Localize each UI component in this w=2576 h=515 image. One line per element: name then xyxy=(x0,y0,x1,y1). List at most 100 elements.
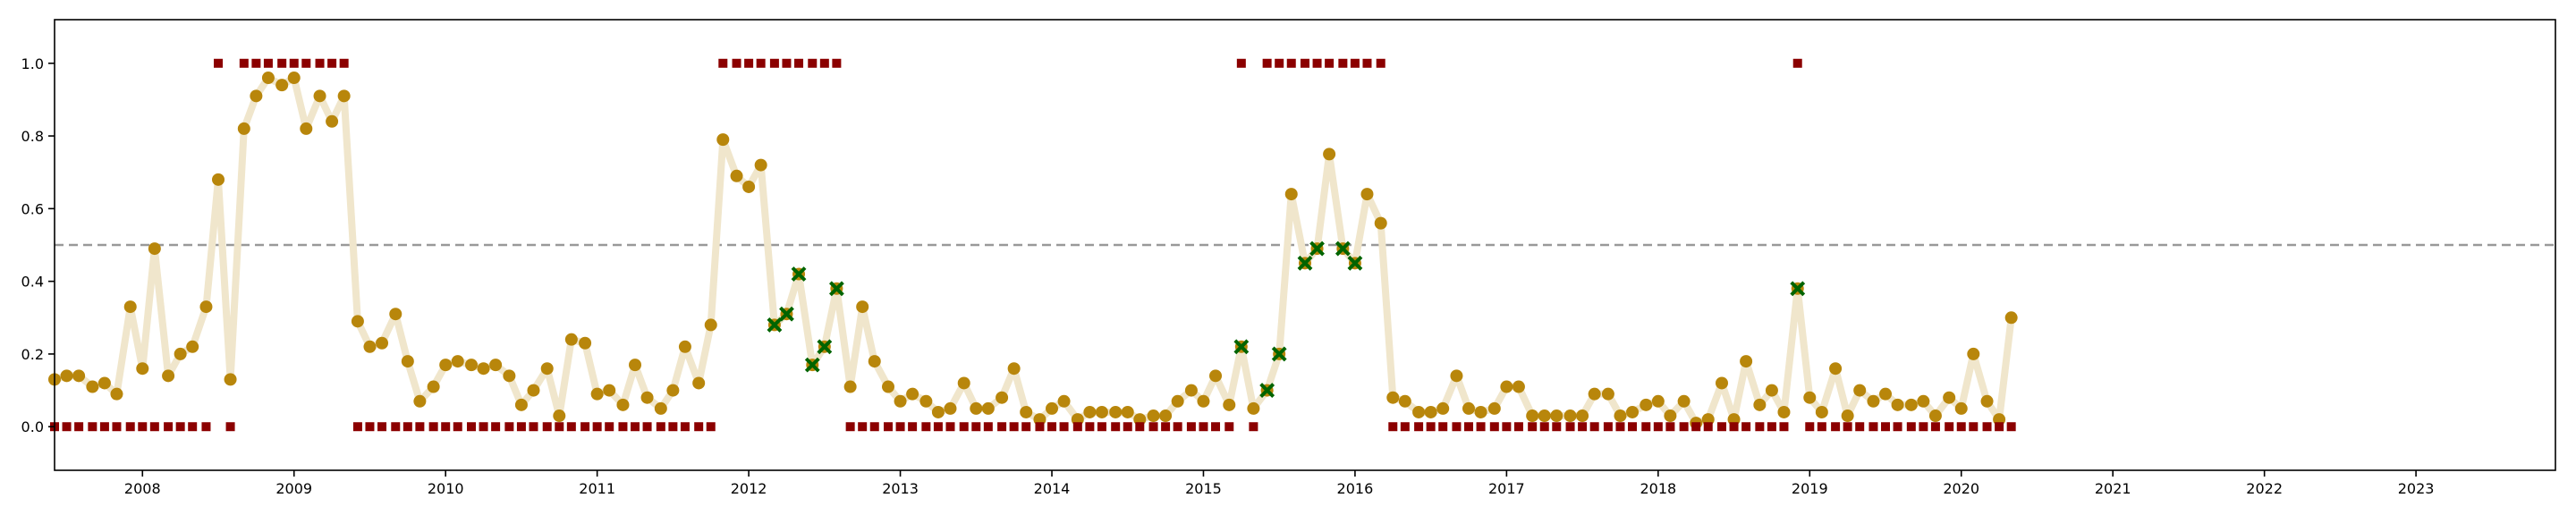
score-point xyxy=(931,405,945,418)
score-point xyxy=(970,401,983,415)
score-point xyxy=(1209,369,1223,383)
label-point xyxy=(2006,422,2016,432)
axes-frame xyxy=(54,19,2556,471)
x-tick-label: 2008 xyxy=(124,480,161,497)
label-point xyxy=(188,422,198,432)
plot-area xyxy=(48,58,2555,432)
flagged-point xyxy=(828,281,844,297)
label-point xyxy=(1779,422,1789,432)
score-point xyxy=(148,242,161,256)
label-point xyxy=(933,422,943,432)
label-point xyxy=(125,422,135,432)
score-point xyxy=(326,114,339,128)
score-point xyxy=(616,398,630,411)
label-point xyxy=(605,422,614,432)
label-point xyxy=(1376,58,1385,68)
label-point xyxy=(239,58,249,68)
score-point xyxy=(136,362,149,376)
score-point xyxy=(1765,384,1778,397)
score-point xyxy=(503,369,516,383)
label-point xyxy=(1578,422,1588,432)
label-point xyxy=(1224,422,1234,432)
score-point xyxy=(363,340,377,353)
label-point xyxy=(1528,422,1538,432)
label-point xyxy=(1249,422,1258,432)
flagged-point xyxy=(1271,346,1287,362)
label-point xyxy=(832,58,842,68)
x-tick-label: 2015 xyxy=(1185,480,1222,497)
flagged-point xyxy=(804,357,820,373)
y-tick-label: 0.8 xyxy=(21,128,44,145)
flagged-point xyxy=(1233,339,1250,355)
score-point xyxy=(1576,409,1589,423)
label-point xyxy=(479,422,488,432)
label-point xyxy=(1552,422,1562,432)
y-tick-label: 0.0 xyxy=(21,418,44,435)
label-point xyxy=(1817,422,1826,432)
label-point xyxy=(1641,422,1651,432)
label-point xyxy=(1703,422,1713,432)
label-point xyxy=(1628,422,1638,432)
x-tick-label: 2017 xyxy=(1488,480,1525,497)
score-point xyxy=(692,376,706,390)
score-point xyxy=(123,300,137,314)
label-point xyxy=(352,422,362,432)
flagged-point xyxy=(1347,255,1363,271)
label-point xyxy=(138,422,148,432)
label-point xyxy=(1792,58,1802,68)
score-point xyxy=(413,394,427,408)
score-point xyxy=(1500,380,1513,393)
score-point xyxy=(60,369,73,383)
label-point xyxy=(1362,58,1372,68)
label-point xyxy=(301,58,311,68)
label-point xyxy=(1717,422,1726,432)
label-point xyxy=(1236,58,1246,68)
score-point xyxy=(174,347,187,360)
score-point xyxy=(1450,369,1463,383)
x-tick-label: 2019 xyxy=(1792,480,1828,497)
score-point xyxy=(1020,405,1033,418)
label-point xyxy=(441,422,451,432)
score-point xyxy=(451,355,464,368)
label-point xyxy=(1452,422,1462,432)
score-point xyxy=(1815,405,1828,418)
label-point xyxy=(782,58,792,68)
label-point xyxy=(1148,422,1158,432)
label-point xyxy=(99,422,109,432)
score-point xyxy=(1867,394,1880,408)
label-point xyxy=(1211,422,1221,432)
label-point xyxy=(618,422,628,432)
score-point xyxy=(300,122,313,135)
label-point xyxy=(1186,422,1196,432)
label-point xyxy=(1009,422,1019,432)
label-point xyxy=(1653,422,1663,432)
score-point xyxy=(1614,409,1627,423)
score-point xyxy=(514,398,528,411)
label-point xyxy=(1930,422,1940,432)
score-point xyxy=(1223,398,1236,411)
label-point xyxy=(744,58,754,68)
label-point xyxy=(112,422,122,432)
label-point xyxy=(694,422,704,432)
label-point xyxy=(1741,422,1751,432)
score-point xyxy=(237,122,250,135)
score-point xyxy=(1424,405,1437,418)
score-point xyxy=(919,394,933,408)
score-point xyxy=(1538,409,1551,423)
score-point xyxy=(742,180,756,193)
label-point xyxy=(1312,58,1322,68)
score-point xyxy=(224,373,237,386)
score-point xyxy=(1716,376,1728,390)
score-point xyxy=(856,300,869,314)
y-tick-label: 0.6 xyxy=(21,200,44,217)
score-point xyxy=(1967,347,1980,360)
label-point xyxy=(566,422,576,432)
label-point xyxy=(1161,422,1171,432)
label-point xyxy=(908,422,918,432)
label-point xyxy=(1919,422,1928,432)
score-point xyxy=(1954,401,1968,415)
score-point xyxy=(704,318,717,332)
score-point xyxy=(1526,409,1539,423)
score-point xyxy=(1740,355,1753,368)
label-point xyxy=(1262,58,1272,68)
